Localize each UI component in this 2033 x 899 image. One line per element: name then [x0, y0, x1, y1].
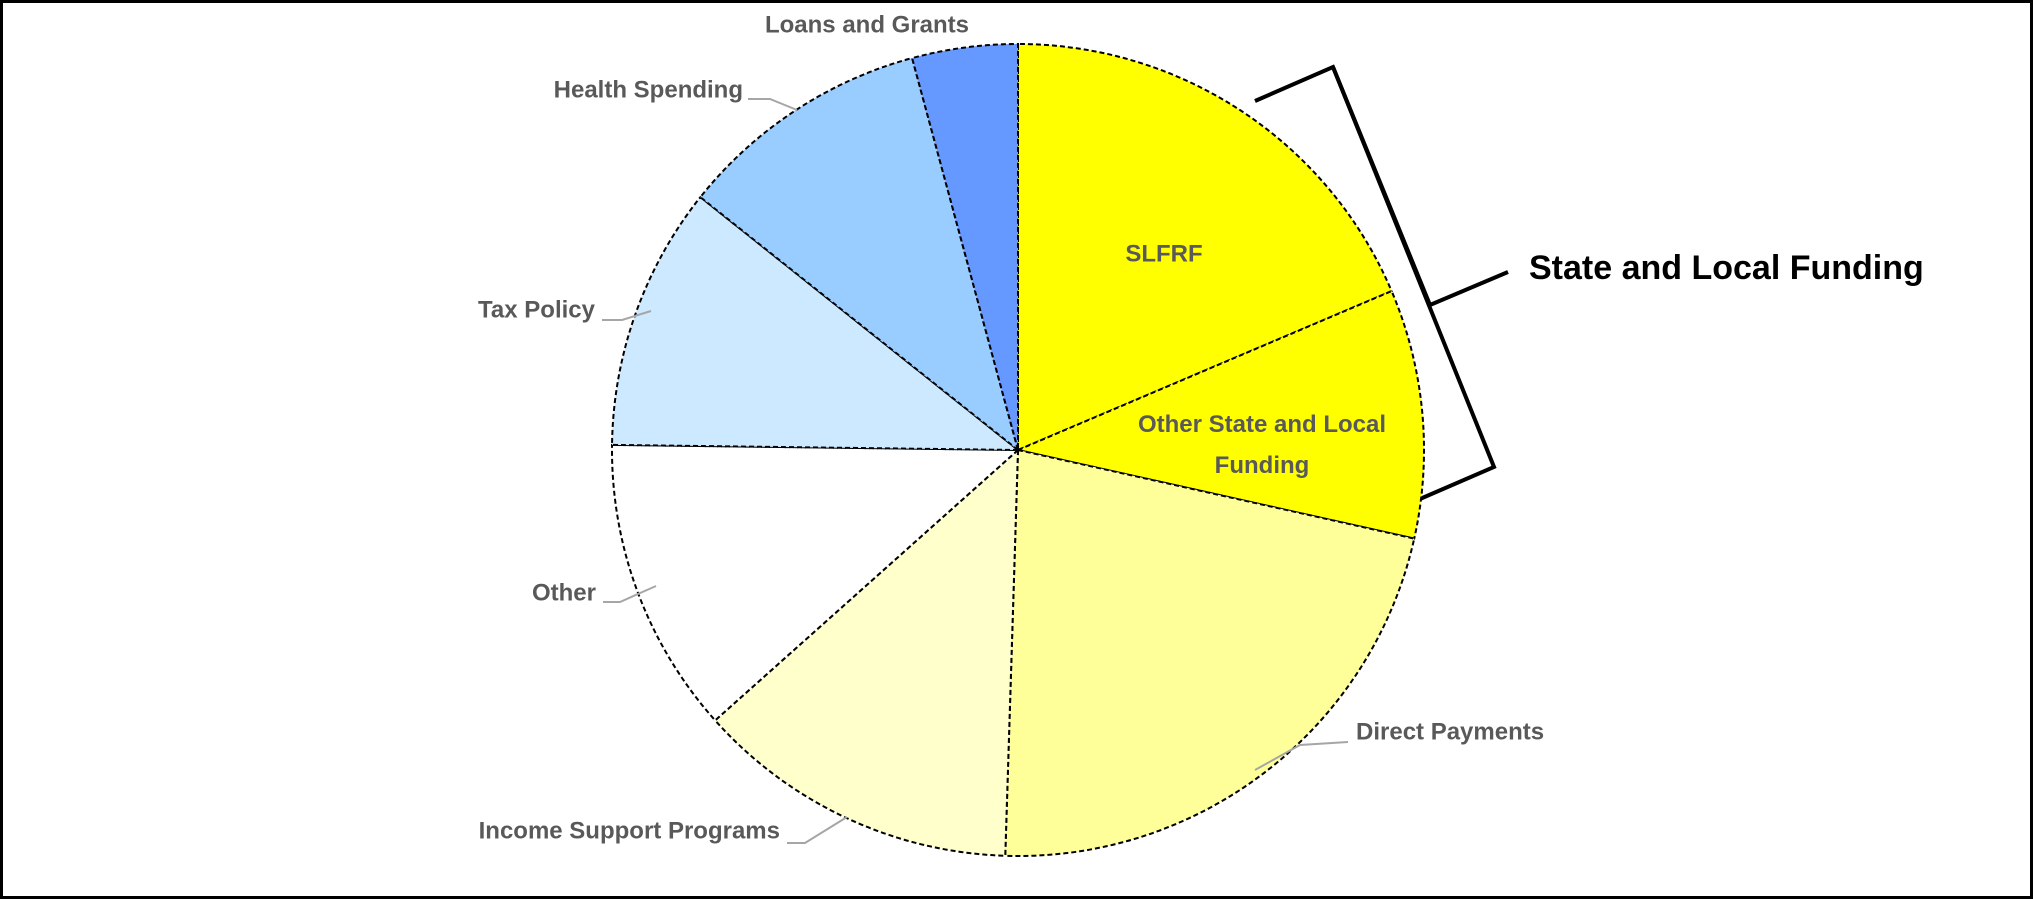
pie-slice — [611, 443, 1021, 722]
slice-label: Direct Payments — [1356, 718, 1544, 745]
pie-slice — [1017, 42, 1393, 452]
slice-label: Health Spending — [554, 76, 743, 103]
pie-slice — [1014, 289, 1425, 540]
pie-slice — [611, 195, 1021, 452]
slice-label: Other — [532, 579, 596, 606]
pie-slice — [910, 42, 1019, 451]
slice-label: Income Support Programs — [479, 817, 780, 844]
bracket — [1331, 66, 1497, 504]
leader-line — [1254, 741, 1349, 771]
leader-line — [603, 585, 657, 603]
slice-label: Other State and Local Funding — [1137, 411, 1387, 479]
pie-slice — [1004, 448, 1416, 857]
slice-label: SLFRF — [1125, 240, 1202, 267]
annotation: State and Local Funding — [1529, 249, 1924, 287]
leader-line — [787, 816, 848, 844]
slice-label: Loans and Grants — [765, 11, 969, 38]
slice-label: Tax Policy — [478, 296, 596, 323]
leader-line — [748, 98, 798, 111]
leader-line — [602, 310, 652, 321]
pie-slice — [698, 56, 1020, 453]
slice-label-box: Other State and Local Funding — [1137, 411, 1387, 479]
